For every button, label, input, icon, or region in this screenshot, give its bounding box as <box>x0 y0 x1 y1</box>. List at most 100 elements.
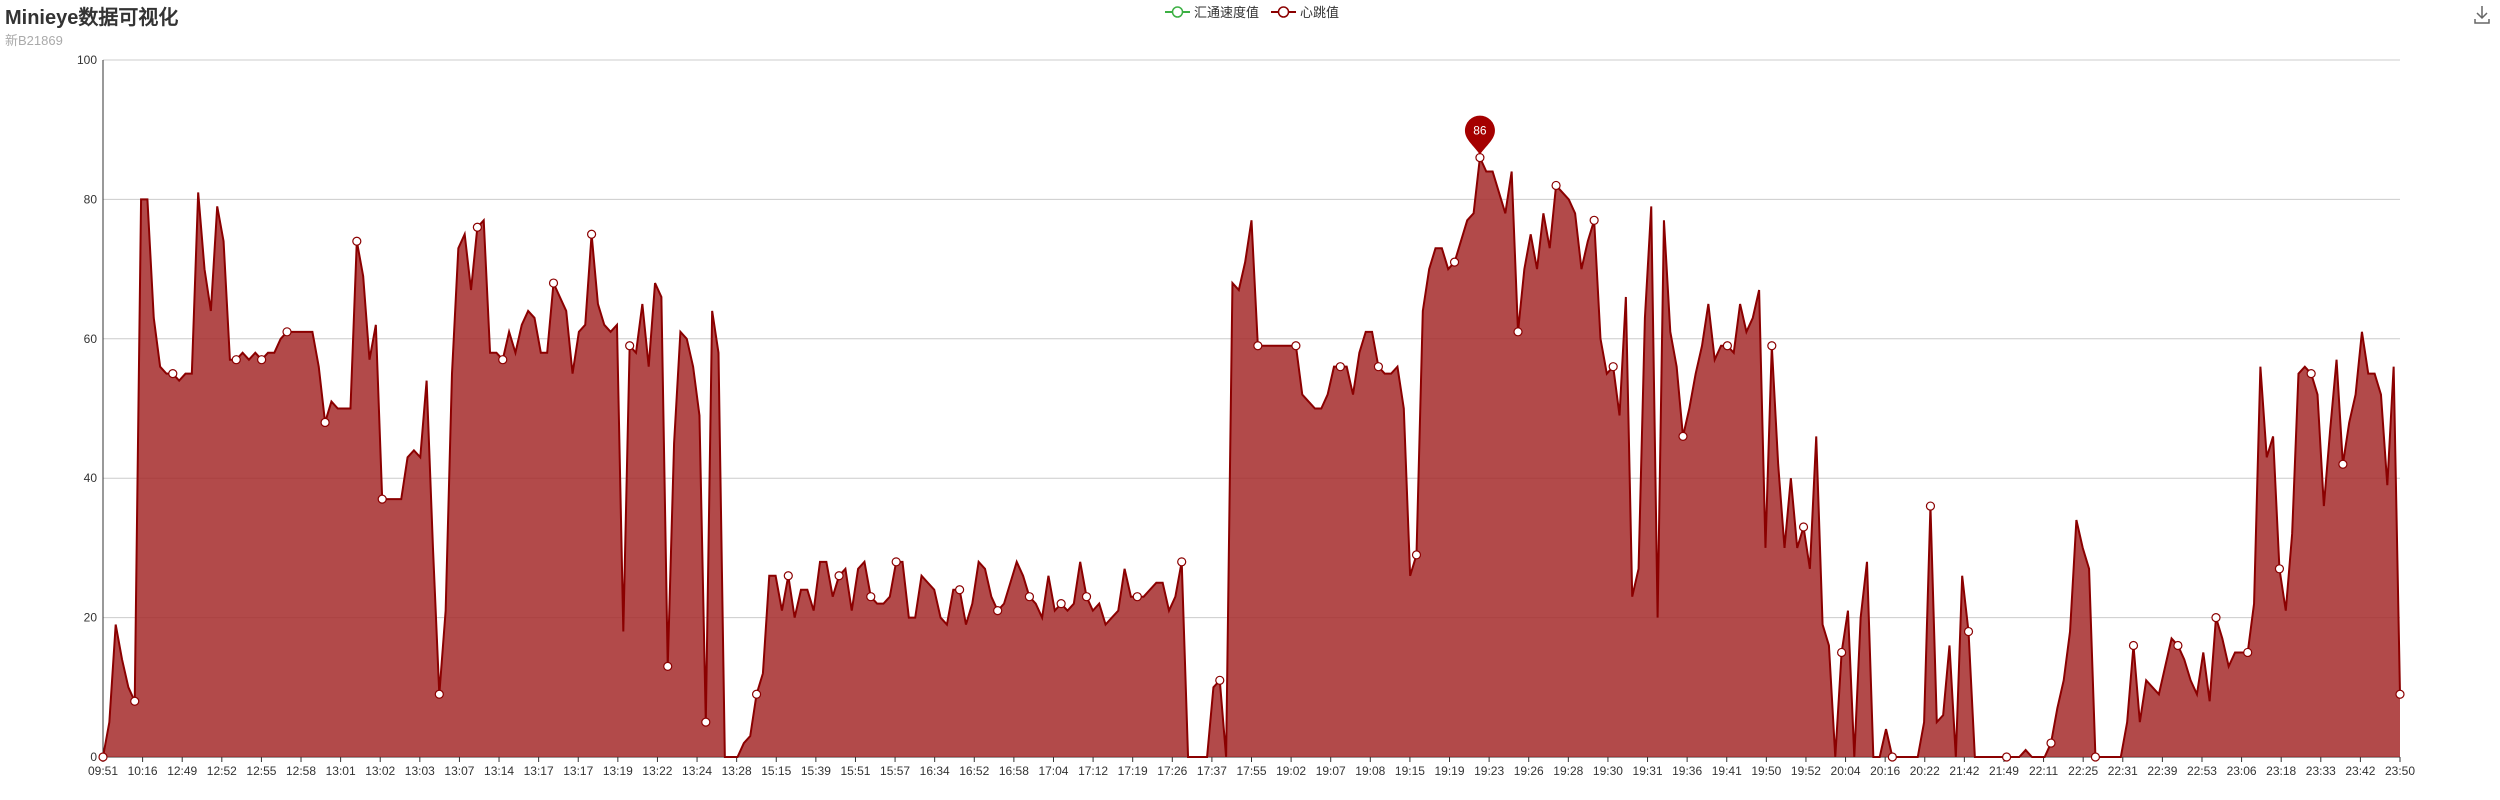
data-point <box>377 494 387 504</box>
data-point <box>1837 647 1847 658</box>
data-point <box>1798 522 1809 532</box>
data-point <box>2001 752 2012 762</box>
legend-heartbeat-icon <box>1271 5 1297 18</box>
data-point <box>1722 341 1732 351</box>
x-tick-label: 19:28 <box>1553 764 1583 778</box>
x-tick-label: 22:31 <box>2108 764 2138 778</box>
x-tick-label: 17:55 <box>1236 764 1266 778</box>
x-tick-label: 09:51 <box>88 764 118 778</box>
legend-label-speed: 汇通速度值 <box>1194 5 1260 20</box>
data-point <box>130 696 140 706</box>
x-tick-label: 16:52 <box>959 764 989 778</box>
y-tick-label: 40 <box>84 471 98 485</box>
max-value-label: 86 <box>1473 124 1487 138</box>
x-tick-label: 21:42 <box>1949 764 1979 778</box>
data-point <box>866 592 876 602</box>
data-point <box>1449 257 1460 267</box>
data-point <box>1291 341 1301 351</box>
data-point <box>2090 752 2101 762</box>
x-tick-label: 13:17 <box>524 764 554 778</box>
data-point <box>1253 341 1263 351</box>
data-point <box>231 355 241 365</box>
x-tick-label: 17:26 <box>1157 764 1187 778</box>
x-tick-label: 19:52 <box>1791 764 1821 778</box>
y-tick-label: 100 <box>77 53 97 67</box>
legend-speed-icon <box>1165 5 1190 18</box>
x-tick-label: 22:11 <box>2029 764 2058 778</box>
data-point <box>1177 557 1187 567</box>
x-tick-label: 12:58 <box>286 764 316 778</box>
y-tick-label: 0 <box>90 750 97 764</box>
x-tick-label: 23:18 <box>2266 764 2296 778</box>
x-tick-label: 12:52 <box>207 764 237 778</box>
x-tick-label: 19:07 <box>1316 764 1346 778</box>
data-point <box>1024 592 1035 602</box>
x-tick-label: 12:49 <box>167 764 197 778</box>
download-icon[interactable] <box>2472 4 2492 26</box>
data-point <box>98 752 108 762</box>
data-point <box>993 606 1003 616</box>
x-tick-label: 13:07 <box>444 764 474 778</box>
data-point <box>701 717 711 727</box>
data-point <box>1373 362 1384 372</box>
x-tick-label: 20:22 <box>1910 764 1940 778</box>
data-point <box>955 585 965 595</box>
data-point <box>257 355 267 365</box>
x-tick-label: 19:15 <box>1395 764 1425 778</box>
data-point <box>1608 362 1618 372</box>
x-tick-label: 17:04 <box>1038 764 1068 778</box>
data-point <box>1887 752 1897 762</box>
data-point <box>1589 215 1599 225</box>
max-value-pin <box>1464 115 1495 155</box>
data-point <box>352 236 362 246</box>
legend: 汇通速度值 心跳值 <box>1165 2 1339 21</box>
x-tick-label: 21:49 <box>1989 764 2019 778</box>
x-tick-label: 19:36 <box>1672 764 1702 778</box>
x-tick-label: 19:41 <box>1712 764 1742 778</box>
x-tick-label: 13:28 <box>722 764 752 778</box>
x-tick-label: 16:58 <box>999 764 1029 778</box>
x-tick-label: 23:50 <box>2385 764 2415 778</box>
x-tick-label: 19:02 <box>1276 764 1306 778</box>
data-point <box>891 557 901 567</box>
x-tick-label: 17:19 <box>1118 764 1148 778</box>
chart-subtitle: 新B21869 <box>5 33 63 48</box>
data-point <box>2173 640 2183 651</box>
data-point <box>751 689 762 699</box>
x-tick-label: 15:57 <box>880 764 910 778</box>
data-point <box>625 341 635 351</box>
data-point <box>1678 431 1688 441</box>
data-point <box>1551 180 1561 191</box>
data-point <box>1056 599 1066 609</box>
x-tick-label: 13:19 <box>603 764 633 778</box>
x-tick-label: 19:50 <box>1751 764 1781 778</box>
legend-item-heartbeat[interactable]: 心跳值 <box>1271 2 1339 21</box>
x-tick-label: 13:02 <box>365 764 395 778</box>
data-point <box>1215 675 1225 685</box>
x-tick-label: 12:55 <box>246 764 276 778</box>
x-tick-label: 13:24 <box>682 764 712 778</box>
data-point <box>1081 592 1092 602</box>
x-tick-label: 13:03 <box>405 764 435 778</box>
data-point <box>783 571 793 581</box>
data-point <box>663 661 673 671</box>
data-point <box>1513 327 1523 337</box>
x-tick-label: 22:39 <box>2147 764 2177 778</box>
x-tick-label: 10:16 <box>128 764 158 778</box>
x-tick-label: 13:17 <box>563 764 593 778</box>
x-tick-label: 23:33 <box>2306 764 2336 778</box>
x-tick-label: 15:39 <box>801 764 831 778</box>
x-tick-label: 20:16 <box>1870 764 1900 778</box>
x-tick-label: 16:34 <box>920 764 950 778</box>
x-tick-label: 23:06 <box>2227 764 2257 778</box>
y-tick-label: 20 <box>84 611 98 625</box>
data-point <box>2274 564 2285 574</box>
data-point <box>498 355 508 365</box>
data-point <box>472 222 482 232</box>
heartbeat-area <box>103 157 2400 757</box>
data-point <box>1335 362 1345 372</box>
legend-item-speed[interactable]: 汇通速度值 <box>1165 2 1259 21</box>
x-tick-label: 17:37 <box>1197 764 1227 778</box>
y-tick-label: 80 <box>84 192 98 206</box>
